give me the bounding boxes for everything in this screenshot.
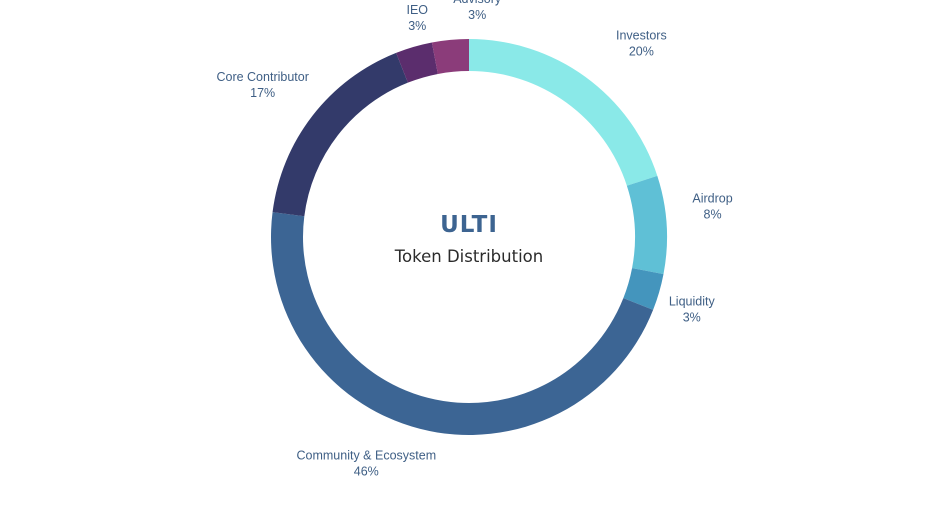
slice-investors xyxy=(469,39,658,186)
slice-value-investors: 20% xyxy=(629,44,654,58)
slice-value-airdrop: 8% xyxy=(704,207,722,221)
slice-value-ieo: 3% xyxy=(408,19,426,33)
slice-value-advisory: 3% xyxy=(468,8,486,22)
slice-core-contributor xyxy=(272,52,408,217)
slice-value-community-ecosystem: 46% xyxy=(354,465,379,479)
slice-community-ecosystem xyxy=(270,212,654,436)
slice-label-airdrop: Airdrop xyxy=(692,191,732,205)
slice-advisory xyxy=(431,39,469,74)
slice-label-ieo: IEO xyxy=(407,3,429,17)
slice-label-investors: Investors xyxy=(616,28,667,42)
slice-value-liquidity: 3% xyxy=(683,311,701,325)
slice-ieo xyxy=(396,42,438,83)
slice-label-core-contributor: Core Contributor xyxy=(216,70,308,84)
slice-value-core-contributor: 17% xyxy=(250,86,275,100)
slice-label-community-ecosystem: Community & Ecosystem xyxy=(296,449,436,463)
donut-slices xyxy=(270,39,667,436)
center-title: ULTI xyxy=(440,212,498,238)
slice-liquidity xyxy=(623,268,664,310)
slice-airdrop xyxy=(626,175,667,275)
center-subtitle: Token Distribution xyxy=(394,247,543,266)
slice-label-liquidity: Liquidity xyxy=(669,295,716,309)
slice-label-advisory: Advisory xyxy=(453,0,502,6)
slice-labels: Investors 20% Airdrop 8% Liquidity 3% Communit… xyxy=(216,0,732,479)
